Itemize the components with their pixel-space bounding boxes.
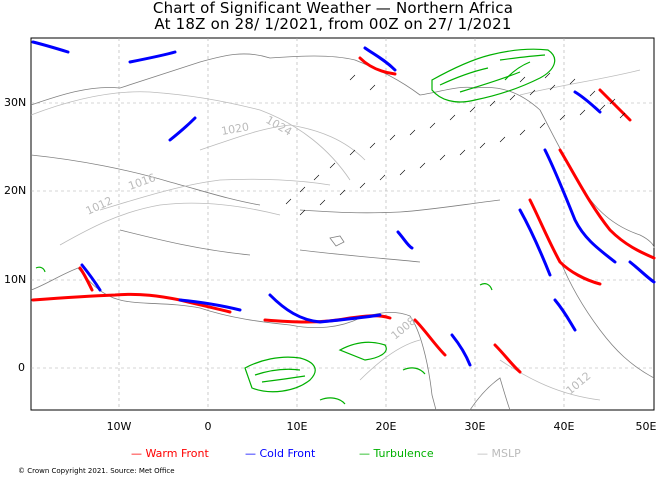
- longitude-label: 10W: [106, 420, 132, 433]
- legend-warm-front: — Warm Front: [131, 447, 209, 460]
- longitude-label: 0: [204, 420, 212, 433]
- chart-subtitle: At 18Z on 28/ 1/2021, from 00Z on 27/ 1/…: [154, 15, 512, 33]
- latitude-label: 10N: [4, 273, 27, 286]
- cold-fronts: [31, 40, 656, 367]
- mslp-isobars: [30, 69, 641, 401]
- longitude-label: 40E: [553, 420, 575, 433]
- legend-mslp: — MSLP: [477, 447, 521, 460]
- jet-annotations: [285, 72, 626, 216]
- legend-cold-front: — Cold Front: [245, 447, 316, 460]
- longitude-label: 30E: [464, 420, 486, 433]
- latitude-label: 30N: [4, 96, 27, 109]
- longitude-label: 10E: [286, 420, 308, 433]
- turbulence-areas: [35, 48, 556, 405]
- copyright-notice: © Crown Copyright 2021. Source: Met Offi…: [18, 467, 175, 475]
- longitude-label: 50E: [635, 420, 657, 433]
- longitude-label: 20E: [375, 420, 397, 433]
- map-frame: [30, 37, 655, 411]
- legend-turbulence: — Turbulence: [359, 447, 434, 460]
- isobar-label: 1020: [220, 120, 250, 138]
- chart-title: Chart of Significant Weather — Northern …: [152, 0, 514, 17]
- latitude-label: 20N: [4, 184, 27, 197]
- warm-fronts: [31, 56, 656, 374]
- latitude-label: 0: [18, 361, 25, 374]
